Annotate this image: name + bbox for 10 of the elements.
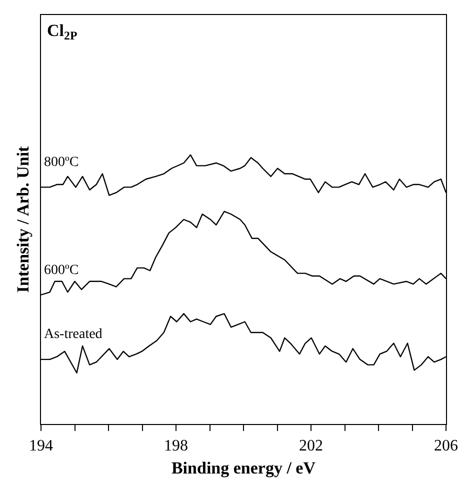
y-axis-title: Intensity / Arb. Unit [13, 146, 32, 293]
x-tick-label: 206 [434, 437, 458, 454]
chart-title: Cl$_{2P}$ [47, 21, 78, 43]
series-label: 600ºC [44, 263, 79, 278]
x-tick-label: 194 [29, 437, 53, 454]
x-tick-label: 198 [164, 437, 188, 454]
x-axis-title: Binding energy / eV [171, 458, 316, 478]
series-label: As-treated [44, 327, 102, 342]
series-label: 800ºC [44, 155, 79, 170]
x-tick-label: 202 [299, 437, 323, 454]
